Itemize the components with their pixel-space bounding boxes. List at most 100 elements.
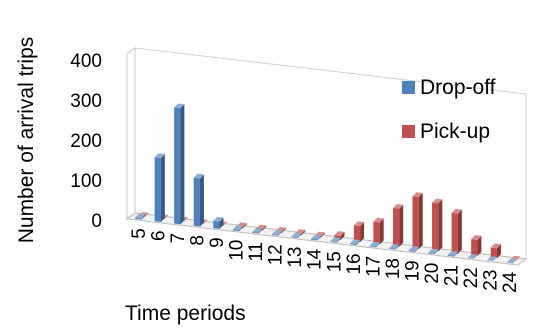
- bar-side: [399, 204, 404, 247]
- bar-top: [392, 203, 404, 209]
- bar-front: [154, 157, 161, 222]
- bar-side: [477, 235, 482, 256]
- pickup-bar: [471, 235, 482, 256]
- bar-side: [219, 217, 224, 229]
- y-tick-label: 0: [91, 211, 102, 232]
- bar-side: [160, 153, 165, 222]
- bar-top: [447, 250, 459, 256]
- dropoff-bar: [389, 244, 400, 250]
- bar-side: [239, 225, 244, 232]
- dropoff-bar: [486, 256, 498, 262]
- y-axis-title: Number of arrival trips: [15, 37, 38, 244]
- bar-top: [467, 254, 478, 259]
- bar-side: [301, 230, 306, 236]
- bar-top: [486, 256, 498, 262]
- legend-swatch: [402, 125, 415, 138]
- x-tick-label: 13: [285, 247, 306, 268]
- bar-top: [353, 221, 365, 227]
- bar-side: [395, 244, 400, 250]
- dropoff-bar: [154, 153, 165, 222]
- legend-item: Pick-up: [402, 120, 490, 143]
- bar-side: [356, 240, 361, 245]
- bar-top: [412, 192, 423, 198]
- x-tick-label: 9: [207, 237, 228, 248]
- bar-side: [379, 218, 384, 245]
- x-tick-label: 11: [246, 242, 267, 262]
- y-tick-label: 400: [70, 51, 102, 72]
- dropoff-bar: [467, 254, 478, 259]
- x-tick-label: 16: [344, 253, 365, 274]
- bar-front: [350, 243, 357, 245]
- bar-top: [154, 153, 165, 158]
- bar-top: [252, 227, 263, 233]
- dropoff-bar: [310, 234, 322, 241]
- bar-front: [373, 221, 380, 245]
- x-tick-label: 8: [187, 235, 208, 246]
- dropoff-bar: [428, 248, 439, 255]
- pickup-bar: [392, 203, 404, 247]
- bar-side: [438, 199, 443, 252]
- bar-top: [193, 173, 204, 179]
- dropoff-bar: [330, 237, 341, 243]
- bar-side: [278, 230, 283, 236]
- bar-front: [451, 212, 458, 254]
- bar-side: [454, 251, 459, 257]
- legend: Drop-off Pick-up: [402, 76, 496, 143]
- bar-front: [174, 107, 181, 225]
- x-tick-label: 19: [402, 260, 423, 281]
- bar-side: [242, 223, 247, 229]
- bar-front: [369, 245, 376, 248]
- x-tick-label: 22: [461, 267, 482, 288]
- bar-top: [350, 239, 361, 245]
- bar-side: [414, 247, 419, 252]
- x-tick-label: 21: [442, 265, 463, 286]
- bar-top: [291, 232, 302, 238]
- legend-swatch: [402, 81, 415, 94]
- pickup-bar: [373, 217, 384, 245]
- legend-label: Drop-off: [420, 76, 496, 99]
- dropoff-bar: [135, 213, 146, 220]
- x-tick-label: 5: [129, 228, 150, 239]
- bar-side: [340, 231, 345, 240]
- dropoff-bar: [271, 230, 283, 236]
- bar-top: [408, 246, 419, 252]
- bar-marks: [135, 103, 521, 264]
- y-tick-label: 100: [70, 171, 102, 192]
- bar-side: [418, 193, 423, 250]
- bar-side: [317, 235, 322, 241]
- dropoff-bar: [350, 239, 361, 245]
- bar-side: [434, 249, 439, 255]
- bar-front: [408, 250, 415, 252]
- bar-top: [334, 231, 345, 236]
- bar-top: [271, 230, 283, 235]
- x-tick-label: 7: [168, 233, 189, 244]
- pickup-bar: [353, 221, 365, 243]
- bar-top: [506, 258, 517, 264]
- legend-label: Pick-up: [420, 120, 490, 143]
- bar-side: [336, 237, 341, 243]
- bar-top: [428, 248, 439, 254]
- bar-front: [271, 234, 279, 236]
- dropoff-bar: [252, 227, 263, 234]
- bar-top: [310, 234, 322, 240]
- pickup-bar: [412, 192, 423, 250]
- dropoff-bar: [291, 232, 302, 239]
- x-tick-label: 20: [422, 263, 443, 284]
- x-tick-label: 18: [383, 258, 404, 279]
- bar-side: [262, 225, 267, 231]
- bar-front: [232, 229, 240, 232]
- bar-side: [297, 233, 302, 239]
- x-axis-title: Time periods: [125, 302, 246, 325]
- y-axis-ticks: 0 100 200 300 400: [70, 51, 102, 232]
- dropoff-bar: [408, 246, 419, 252]
- pickup-bar: [451, 208, 462, 254]
- bar-top: [451, 208, 462, 214]
- x-tick-label: 6: [148, 230, 169, 241]
- bar-front: [252, 231, 259, 234]
- x-tick-label: 14: [305, 248, 326, 270]
- legend-item: Drop-off: [402, 76, 496, 99]
- x-tick-label: 15: [324, 251, 345, 272]
